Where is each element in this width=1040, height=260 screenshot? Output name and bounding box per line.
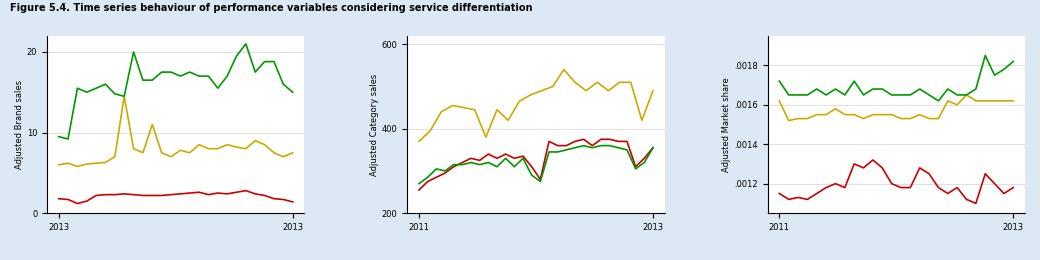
Text: Figure 5.4. Time series behaviour of performance variables considering service d: Figure 5.4. Time series behaviour of per…	[10, 3, 532, 12]
Y-axis label: Adjusted Market share: Adjusted Market share	[723, 77, 731, 172]
Y-axis label: Adjusted Brand sales: Adjusted Brand sales	[15, 80, 24, 169]
Y-axis label: Adjusted Category sales: Adjusted Category sales	[370, 73, 379, 176]
